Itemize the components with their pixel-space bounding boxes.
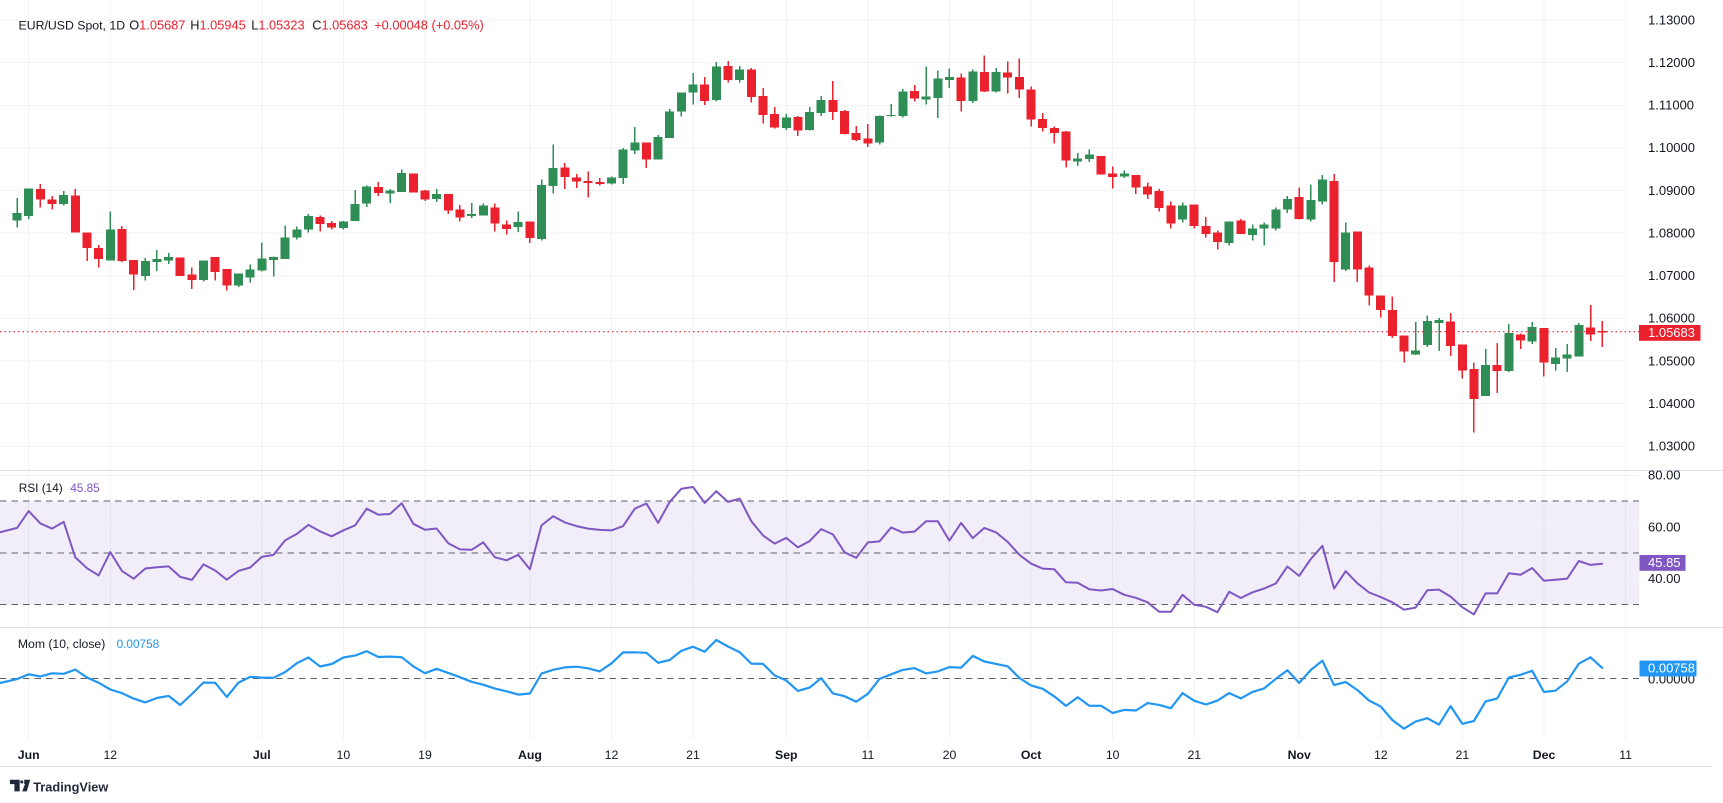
svg-text:1.04000: 1.04000 bbox=[1648, 396, 1695, 411]
svg-text:Jun: Jun bbox=[18, 748, 40, 762]
svg-text:1.06000: 1.06000 bbox=[1648, 311, 1695, 326]
svg-text:60.00: 60.00 bbox=[1648, 519, 1681, 534]
svg-text:+0.00048 (+0.05%): +0.00048 (+0.05%) bbox=[374, 17, 484, 32]
svg-text:12: 12 bbox=[103, 748, 117, 762]
svg-text:45.85: 45.85 bbox=[70, 481, 100, 495]
svg-text:0.00758: 0.00758 bbox=[1648, 660, 1695, 675]
svg-text:1.12000: 1.12000 bbox=[1648, 55, 1695, 70]
svg-text:21: 21 bbox=[1456, 748, 1470, 762]
svg-text:1.05683: 1.05683 bbox=[1648, 325, 1695, 340]
svg-text:1.08000: 1.08000 bbox=[1648, 226, 1695, 241]
svg-text:1.11000: 1.11000 bbox=[1648, 98, 1694, 113]
svg-text:O1.05687: O1.05687 bbox=[129, 17, 185, 32]
svg-text:RSI (14): RSI (14) bbox=[19, 481, 63, 495]
svg-text:C1.05683: C1.05683 bbox=[312, 17, 368, 32]
svg-text:12: 12 bbox=[1374, 748, 1388, 762]
svg-text:19: 19 bbox=[418, 748, 432, 762]
svg-text:TradingView: TradingView bbox=[33, 780, 108, 795]
svg-text:1.07000: 1.07000 bbox=[1648, 268, 1695, 283]
svg-text:Mom (10, close): Mom (10, close) bbox=[18, 637, 105, 651]
svg-text:Sep: Sep bbox=[775, 748, 798, 762]
svg-text:80.00: 80.00 bbox=[1648, 468, 1681, 483]
svg-text:0.00758: 0.00758 bbox=[117, 637, 160, 651]
svg-text:45.85: 45.85 bbox=[1648, 555, 1681, 570]
svg-text:Nov: Nov bbox=[1288, 748, 1311, 762]
svg-text:1.13000: 1.13000 bbox=[1648, 12, 1695, 27]
svg-text:H1.05945: H1.05945 bbox=[190, 17, 246, 32]
svg-text:1.10000: 1.10000 bbox=[1648, 140, 1695, 155]
svg-text:11: 11 bbox=[862, 748, 875, 762]
svg-text:21: 21 bbox=[1187, 748, 1201, 762]
svg-text:40.00: 40.00 bbox=[1648, 571, 1681, 586]
svg-text:1.09000: 1.09000 bbox=[1648, 183, 1695, 198]
svg-text:12: 12 bbox=[605, 748, 619, 762]
svg-text:Aug: Aug bbox=[518, 748, 542, 762]
svg-text:Dec: Dec bbox=[1533, 748, 1556, 762]
svg-text:EUR/USD Spot, 1D: EUR/USD Spot, 1D bbox=[19, 18, 126, 32]
svg-text:L1.05323: L1.05323 bbox=[251, 17, 304, 32]
svg-text:20: 20 bbox=[943, 748, 957, 762]
svg-text:1.05000: 1.05000 bbox=[1648, 353, 1695, 368]
svg-text:10: 10 bbox=[337, 748, 351, 762]
svg-text:11: 11 bbox=[1619, 748, 1632, 762]
svg-text:Jul: Jul bbox=[253, 748, 271, 762]
svg-text:21: 21 bbox=[686, 748, 700, 762]
svg-text:Oct: Oct bbox=[1021, 748, 1042, 762]
svg-text:1.03000: 1.03000 bbox=[1648, 439, 1695, 454]
svg-text:10: 10 bbox=[1106, 748, 1120, 762]
